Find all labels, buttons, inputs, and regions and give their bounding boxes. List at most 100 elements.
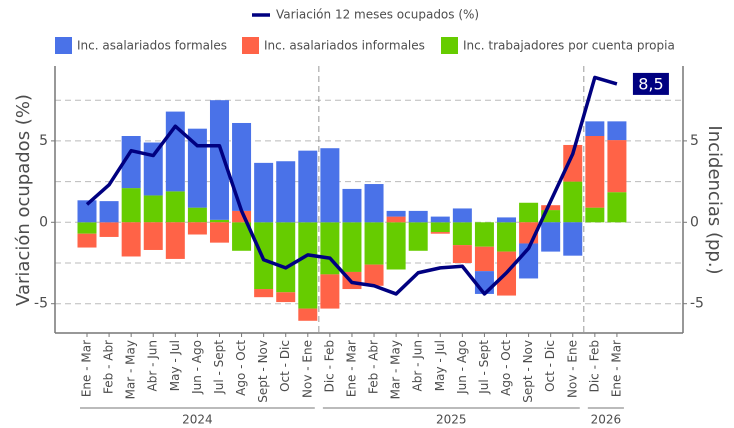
y-tick-label: 0 (39, 214, 48, 230)
bar (497, 217, 517, 223)
y2-tick-label: -5 (690, 296, 704, 312)
x-tick-label: Jun - Ago (455, 340, 469, 395)
bar (276, 292, 296, 303)
x-tick-label: Feb - Abr (102, 340, 116, 394)
bar (320, 274, 340, 309)
bar (430, 232, 450, 234)
bar (254, 162, 274, 223)
legend-swatch (55, 37, 72, 54)
x-tick-label: Jul - Sept (212, 340, 226, 395)
bar (474, 246, 494, 272)
value-label: 8,5 (638, 74, 663, 93)
x-tick-label: Abr - Jun (146, 340, 160, 391)
bar (364, 264, 384, 286)
bar (563, 144, 583, 182)
x-tick-label: Abr - Jun (411, 340, 425, 391)
x-tick-label: Jun - Ago (190, 340, 204, 395)
bar (452, 208, 472, 223)
legend-label: Variación 12 meses ocupados (%) (276, 8, 479, 22)
x-tick-label: Jul - Sept (477, 340, 491, 395)
y2-axis-label: Incidencias (pp.) (704, 125, 725, 274)
bar (121, 222, 141, 257)
bar (165, 222, 185, 259)
x-tick-label: Ago - Oct (234, 340, 248, 396)
x-tick-label: Dic - Feb (587, 340, 601, 392)
x-tick-label: Dic - Feb (322, 340, 336, 392)
bar (342, 222, 362, 272)
bar (77, 200, 97, 223)
x-tick-label: Ene - Mar (80, 340, 94, 397)
x-tick-label: Ago - Oct (499, 340, 513, 396)
bar (165, 111, 185, 192)
y-tick-label: -5 (34, 296, 48, 312)
x-tick-label: Oct - Dic (278, 340, 292, 392)
bar (143, 195, 163, 223)
bar (408, 222, 428, 251)
bar (563, 222, 583, 256)
group-label: 2024 (182, 413, 213, 427)
bar (585, 207, 605, 223)
x-tick-label: Nov - Ene (300, 340, 314, 398)
bar (165, 191, 185, 223)
bar (474, 271, 494, 294)
y-axis-label: Variación ocupados (%) (13, 94, 34, 306)
group-label: 2026 (591, 413, 622, 427)
bar (276, 161, 296, 223)
bar (607, 192, 627, 223)
bar (298, 150, 318, 223)
bar (519, 202, 539, 223)
x-tick-label: Sept - Nov (521, 340, 535, 403)
bar (99, 222, 119, 237)
legend-swatch (441, 37, 458, 54)
bar (386, 210, 406, 217)
legend-swatch (242, 37, 259, 54)
legend-label: Inc. asalariados informales (264, 39, 425, 53)
legend-label: Inc. asalariados formales (77, 39, 227, 53)
bar (607, 140, 627, 193)
bar (320, 148, 340, 223)
bar (99, 201, 119, 223)
x-tick-label: May - Jul (168, 340, 182, 391)
x-tick-label: Nov - Ene (565, 340, 579, 398)
x-tick-label: Feb - Abr (367, 340, 381, 394)
value-label-box (632, 72, 669, 95)
bar (342, 188, 362, 223)
bar (408, 210, 428, 223)
bar (209, 219, 229, 223)
x-tick-label: Sept - Nov (256, 340, 270, 403)
bar (585, 136, 605, 208)
x-tick-label: Ene - Mar (609, 340, 623, 397)
bar (209, 222, 229, 243)
bar (121, 136, 141, 189)
legend-label: Inc. trabajadores por cuenta propia (463, 39, 675, 53)
bar (298, 308, 318, 321)
x-tick-label: Oct - Dic (543, 340, 557, 392)
bar (187, 128, 207, 208)
y2-tick-label: 5 (690, 133, 699, 149)
bar (541, 205, 561, 211)
bar (430, 222, 450, 233)
bar (585, 121, 605, 137)
bar (452, 222, 472, 246)
bar (77, 222, 97, 234)
bar (232, 222, 252, 251)
bar (77, 233, 97, 248)
bar (541, 222, 561, 252)
y-tick-label: 5 (39, 133, 48, 149)
bar (386, 216, 406, 223)
bar (430, 216, 450, 223)
bar (364, 184, 384, 223)
bar (607, 121, 627, 141)
y2-tick-label: 0 (690, 214, 699, 230)
bar (254, 289, 274, 298)
x-tick-label: May - Jul (433, 340, 447, 391)
bar (209, 100, 229, 220)
x-tick-label: Mar - May (389, 340, 403, 399)
group-label: 2025 (436, 413, 467, 427)
bar (474, 222, 494, 247)
bar (364, 222, 384, 265)
bar (386, 222, 406, 270)
bar (563, 181, 583, 223)
bar (497, 222, 517, 252)
